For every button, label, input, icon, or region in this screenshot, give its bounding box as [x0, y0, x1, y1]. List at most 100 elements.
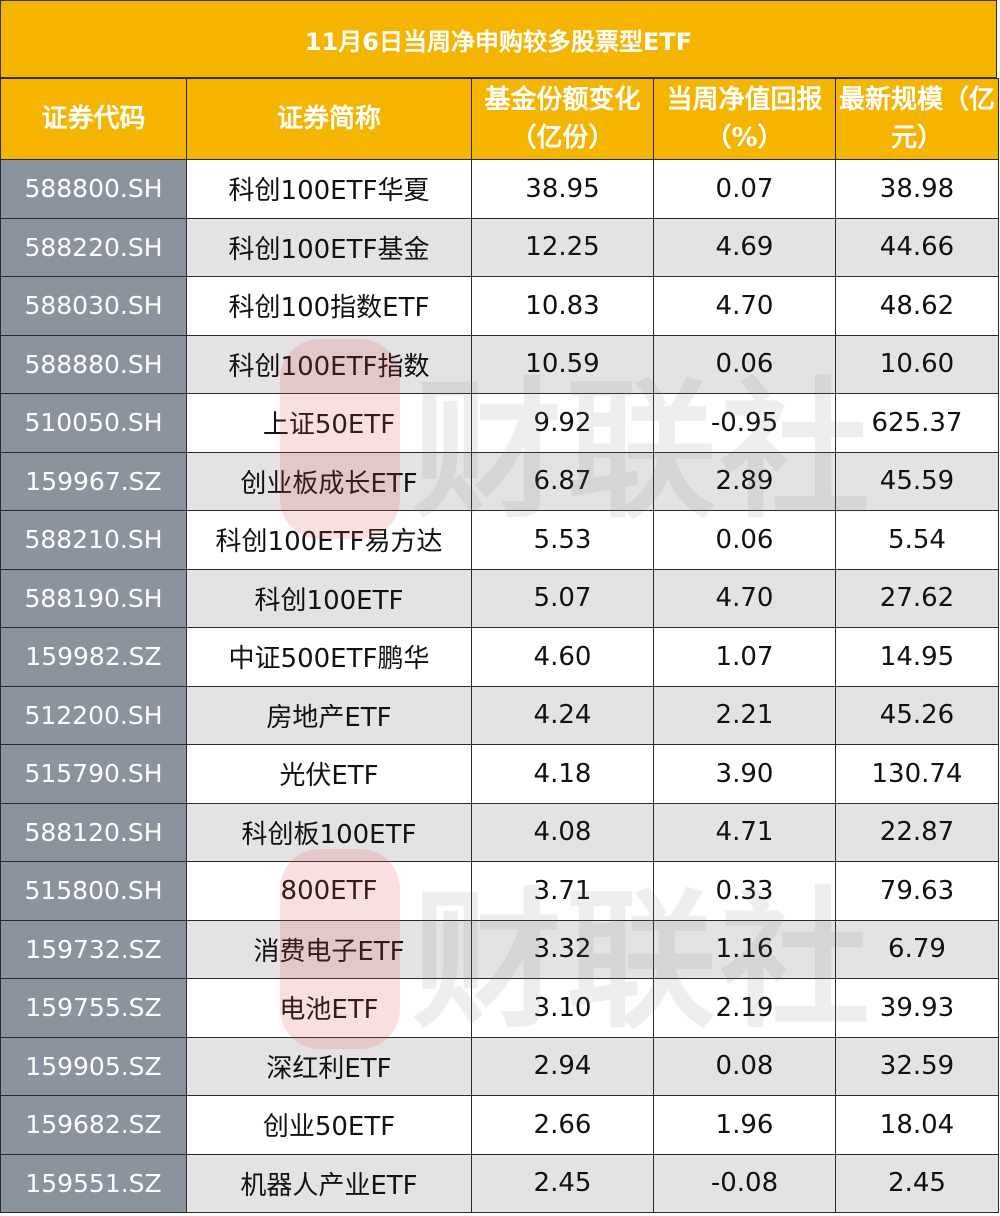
cell-weekly-return: 4.69: [653, 217, 836, 277]
header-share-change: 基金份额变化（亿份）: [471, 78, 654, 160]
cell-code: 159967.SZ: [0, 451, 187, 511]
table-row: 159967.SZ 创业板成长ETF 6.87 2.89 45.59: [0, 451, 999, 511]
table-row: 159732.SZ 消费电子ETF 3.32 1.16 6.79: [0, 919, 999, 979]
cell-name: 科创100ETF易方达: [186, 510, 472, 570]
cell-weekly-return: -0.08: [653, 1153, 836, 1213]
cell-scale: 22.87: [835, 802, 999, 862]
cell-code: 510050.SH: [0, 393, 187, 453]
cell-name: 创业板成长ETF: [186, 451, 472, 511]
cell-weekly-return: 0.33: [653, 861, 836, 921]
cell-share-change: 12.25: [471, 217, 654, 277]
cell-weekly-return: 0.06: [653, 510, 836, 570]
table-row: 159905.SZ 深红利ETF 2.94 0.08 32.59: [0, 1036, 999, 1096]
cell-share-change: 4.24: [471, 685, 654, 745]
cell-weekly-return: 2.89: [653, 451, 836, 511]
table-body: 588800.SH 科创100ETF华夏 38.95 0.07 38.98 588220.…: [0, 159, 999, 1213]
cell-share-change: 3.32: [471, 919, 654, 979]
cell-scale: 10.60: [835, 334, 999, 394]
cell-share-change: 4.60: [471, 627, 654, 687]
cell-weekly-return: 2.19: [653, 978, 836, 1038]
cell-code: 588190.SH: [0, 568, 187, 628]
etf-table: 证券代码 证券简称 基金份额变化（亿份） 当周净值回报（%） 最新规模（亿元） …: [0, 78, 999, 1213]
cell-weekly-return: 1.07: [653, 627, 836, 687]
cell-share-change: 38.95: [471, 159, 654, 219]
cell-weekly-return: -0.95: [653, 393, 836, 453]
cell-scale: 39.93: [835, 978, 999, 1038]
table-row: 159551.SZ 机器人产业ETF 2.45 -0.08 2.45: [0, 1153, 999, 1213]
cell-code: 159551.SZ: [0, 1153, 187, 1213]
cell-name: 房地产ETF: [186, 685, 472, 745]
cell-code: 515800.SH: [0, 861, 187, 921]
cell-name: 创业50ETF: [186, 1095, 472, 1155]
cell-name: 科创100ETF基金: [186, 217, 472, 277]
cell-scale: 130.74: [835, 744, 999, 804]
table-row: 510050.SH 上证50ETF 9.92 -0.95 625.37: [0, 393, 999, 453]
cell-weekly-return: 3.90: [653, 744, 836, 804]
cell-code: 588800.SH: [0, 159, 187, 219]
cell-weekly-return: 0.08: [653, 1036, 836, 1096]
cell-name: 光伏ETF: [186, 744, 472, 804]
cell-weekly-return: 1.96: [653, 1095, 836, 1155]
cell-scale: 48.62: [835, 276, 999, 336]
cell-name: 科创板100ETF: [186, 802, 472, 862]
cell-name: 科创100ETF: [186, 568, 472, 628]
cell-share-change: 5.07: [471, 568, 654, 628]
table-row: 588190.SH 科创100ETF 5.07 4.70 27.62: [0, 568, 999, 628]
cell-code: 512200.SH: [0, 685, 187, 745]
cell-name: 800ETF: [186, 861, 472, 921]
cell-name: 机器人产业ETF: [186, 1153, 472, 1213]
cell-scale: 44.66: [835, 217, 999, 277]
cell-code: 159755.SZ: [0, 978, 187, 1038]
cell-name: 电池ETF: [186, 978, 472, 1038]
cell-weekly-return: 4.70: [653, 276, 836, 336]
cell-share-change: 3.10: [471, 978, 654, 1038]
cell-code: 159732.SZ: [0, 919, 187, 979]
cell-code: 588120.SH: [0, 802, 187, 862]
cell-scale: 27.62: [835, 568, 999, 628]
table-row: 588880.SH 科创100ETF指数 10.59 0.06 10.60: [0, 334, 999, 394]
table-row: 588800.SH 科创100ETF华夏 38.95 0.07 38.98: [0, 159, 999, 219]
cell-scale: 14.95: [835, 627, 999, 687]
cell-code: 588030.SH: [0, 276, 187, 336]
table-row: 515800.SH 800ETF 3.71 0.33 79.63: [0, 861, 999, 921]
cell-scale: 6.79: [835, 919, 999, 979]
cell-share-change: 4.08: [471, 802, 654, 862]
cell-share-change: 6.87: [471, 451, 654, 511]
cell-weekly-return: 4.71: [653, 802, 836, 862]
cell-share-change: 2.45: [471, 1153, 654, 1213]
table-row: 512200.SH 房地产ETF 4.24 2.21 45.26: [0, 685, 999, 745]
header-code: 证券代码: [0, 78, 187, 160]
cell-scale: 79.63: [835, 861, 999, 921]
cell-name: 科创100ETF指数: [186, 334, 472, 394]
cell-name: 深红利ETF: [186, 1036, 472, 1096]
cell-scale: 5.54: [835, 510, 999, 570]
table-row: 588220.SH 科创100ETF基金 12.25 4.69 44.66: [0, 217, 999, 277]
table-row: 159755.SZ 电池ETF 3.10 2.19 39.93: [0, 978, 999, 1038]
cell-scale: 32.59: [835, 1036, 999, 1096]
cell-name: 中证500ETF鹏华: [186, 627, 472, 687]
table-title: 11月6日当周净申购较多股票型ETF: [0, 0, 997, 78]
cell-code: 159905.SZ: [0, 1036, 187, 1096]
cell-share-change: 10.83: [471, 276, 654, 336]
cell-share-change: 2.66: [471, 1095, 654, 1155]
table-row: 588210.SH 科创100ETF易方达 5.53 0.06 5.54: [0, 510, 999, 570]
cell-code: 159982.SZ: [0, 627, 187, 687]
cell-weekly-return: 2.21: [653, 685, 836, 745]
header-weekly-return: 当周净值回报（%）: [653, 78, 836, 160]
cell-scale: 38.98: [835, 159, 999, 219]
header-name: 证券简称: [186, 78, 472, 160]
table-header-row: 证券代码 证券简称 基金份额变化（亿份） 当周净值回报（%） 最新规模（亿元）: [0, 78, 999, 160]
cell-weekly-return: 0.06: [653, 334, 836, 394]
cell-name: 上证50ETF: [186, 393, 472, 453]
cell-share-change: 5.53: [471, 510, 654, 570]
cell-code: 159682.SZ: [0, 1095, 187, 1155]
cell-share-change: 3.71: [471, 861, 654, 921]
table-row: 588030.SH 科创100指数ETF 10.83 4.70 48.62: [0, 276, 999, 336]
cell-weekly-return: 0.07: [653, 159, 836, 219]
cell-weekly-return: 1.16: [653, 919, 836, 979]
cell-weekly-return: 4.70: [653, 568, 836, 628]
cell-share-change: 2.94: [471, 1036, 654, 1096]
cell-name: 消费电子ETF: [186, 919, 472, 979]
cell-code: 588220.SH: [0, 217, 187, 277]
